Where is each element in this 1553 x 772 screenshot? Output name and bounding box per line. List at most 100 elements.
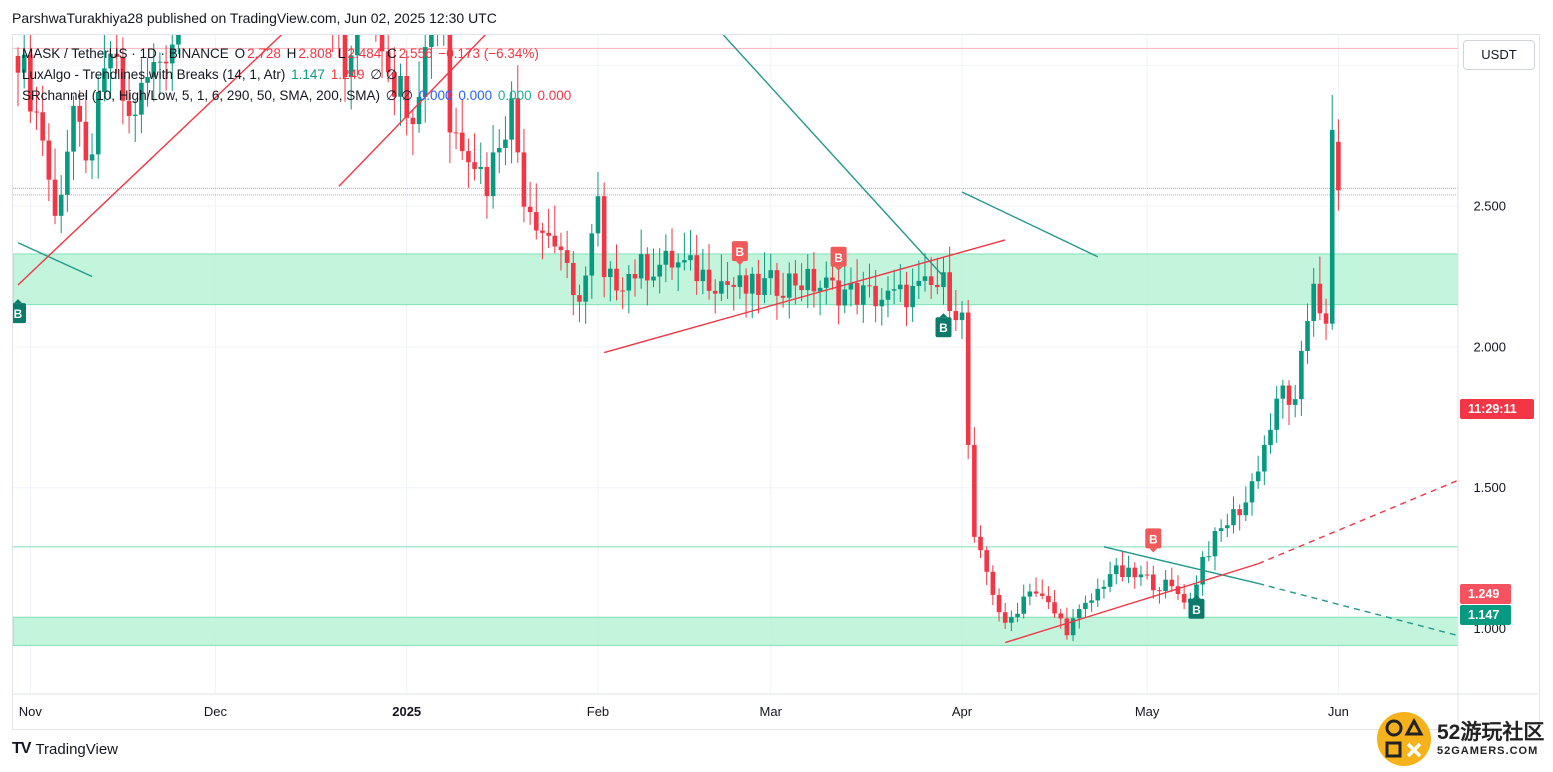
candle-body	[972, 444, 977, 537]
lower-trendline-price-tag: 1.147	[1460, 605, 1511, 625]
symbol-name[interactable]: MASK / TetherUS · 1D · BINANCE	[22, 46, 229, 61]
watermark-domain: 52GAMERS.COM	[1437, 745, 1539, 757]
candle-body	[1046, 595, 1051, 603]
currency-button[interactable]: USDT	[1463, 40, 1535, 70]
trendline	[338, 35, 487, 187]
candle-body	[743, 275, 749, 294]
candle-body	[1311, 283, 1316, 321]
candle-body	[1163, 579, 1168, 591]
candle-body	[965, 312, 971, 445]
candle-body	[682, 260, 687, 263]
indicator-value: 1.147	[291, 67, 325, 82]
candle-body	[478, 166, 484, 169]
candle-body	[342, 35, 348, 78]
candle-body	[1009, 617, 1014, 623]
break-label-pointer	[1149, 548, 1158, 553]
trendline	[1004, 563, 1259, 644]
candle-body	[52, 179, 58, 216]
support-zone	[13, 253, 1458, 306]
candle-body	[638, 254, 644, 279]
candle-body	[910, 285, 915, 308]
candle-body	[1107, 574, 1113, 587]
candle-body	[898, 284, 903, 290]
indicator-value: 1.249	[330, 67, 365, 82]
candle-body	[1299, 350, 1304, 400]
indicator-value: 0.000	[497, 88, 532, 103]
y-tick-label: 2.500	[1473, 199, 1506, 214]
candle-body	[132, 114, 138, 116]
candle-body	[860, 285, 866, 305]
candle-body	[1021, 596, 1027, 614]
candle-body	[817, 287, 823, 292]
candle-body	[1268, 429, 1273, 445]
trendline	[1257, 582, 1458, 637]
candle-body	[947, 272, 952, 312]
candle-body	[1237, 509, 1242, 516]
break-label-text: B	[736, 245, 745, 259]
support-zone	[13, 616, 1458, 646]
upper-trendline-price-tag: 1.249	[1460, 584, 1511, 604]
break-label-text: B	[14, 307, 23, 321]
trendline	[603, 239, 1006, 354]
candle-body	[169, 44, 175, 64]
indicator-name[interactable]: LuxAlgo - Trendlines with Breaks (14, 1,…	[22, 67, 286, 82]
candle-body	[1039, 593, 1045, 596]
candle-body	[379, 35, 385, 52]
high-label: H	[286, 46, 297, 61]
candle-body	[984, 550, 989, 572]
break-label-pointer	[1192, 594, 1201, 599]
candle-body	[1052, 602, 1057, 614]
plot-area: BBBBBBBBB	[13, 0, 1458, 694]
break-label-text: B	[174, 0, 183, 11]
candle-body	[126, 100, 132, 116]
break-label-box	[935, 317, 952, 338]
candle-body	[509, 98, 514, 140]
candle-body	[669, 250, 675, 268]
low-label: L	[337, 46, 346, 61]
candle-body	[916, 280, 922, 286]
candle-body	[1169, 579, 1175, 587]
candle-body	[1286, 385, 1292, 405]
bearish-break-label: B	[731, 241, 748, 266]
candle-body	[571, 262, 576, 296]
x-tick-label: Feb	[587, 704, 609, 719]
candle-body	[1157, 590, 1162, 592]
candle-body	[83, 121, 89, 161]
candle-body	[472, 162, 477, 169]
x-tick-label: Apr	[952, 704, 973, 719]
candle-body	[657, 264, 662, 277]
y-tick-label: 1.500	[1473, 480, 1506, 495]
candle-body	[459, 132, 465, 152]
candle-body	[71, 105, 76, 152]
low-value: 2.484	[347, 46, 382, 61]
candle-body	[120, 56, 126, 101]
candle-body	[1144, 574, 1150, 576]
candle-body	[700, 269, 706, 282]
indicator-name[interactable]: SRchannel (10, High/Low, 5, 1, 6, 290, 5…	[22, 88, 380, 103]
candle-body	[978, 536, 983, 551]
candle-body	[1070, 618, 1076, 636]
candle-body	[1323, 313, 1329, 324]
candle-body	[601, 196, 607, 278]
candle-body	[867, 285, 872, 287]
candle-body	[404, 75, 410, 118]
candle-body	[163, 61, 169, 64]
candle-body	[786, 273, 792, 298]
candle-body	[34, 111, 39, 113]
candle-body	[731, 284, 737, 287]
candle-body	[337, 26, 342, 30]
candle-body	[768, 270, 774, 279]
candle-body	[632, 274, 638, 279]
break-label-box	[13, 303, 26, 324]
candle-body	[361, 7, 366, 11]
candle-body	[854, 282, 860, 305]
trendline	[17, 35, 283, 286]
candle-body	[706, 269, 712, 291]
candle-body	[527, 206, 533, 213]
tradingview-brand[interactable]: TV TradingView	[12, 740, 118, 758]
candle-body	[1255, 471, 1261, 482]
candle-body	[1243, 502, 1249, 516]
indicator-legend-srchannel: SRchannel (10, High/Low, 5, 1, 6, 290, 5…	[22, 88, 573, 104]
candle-body	[422, 47, 428, 97]
